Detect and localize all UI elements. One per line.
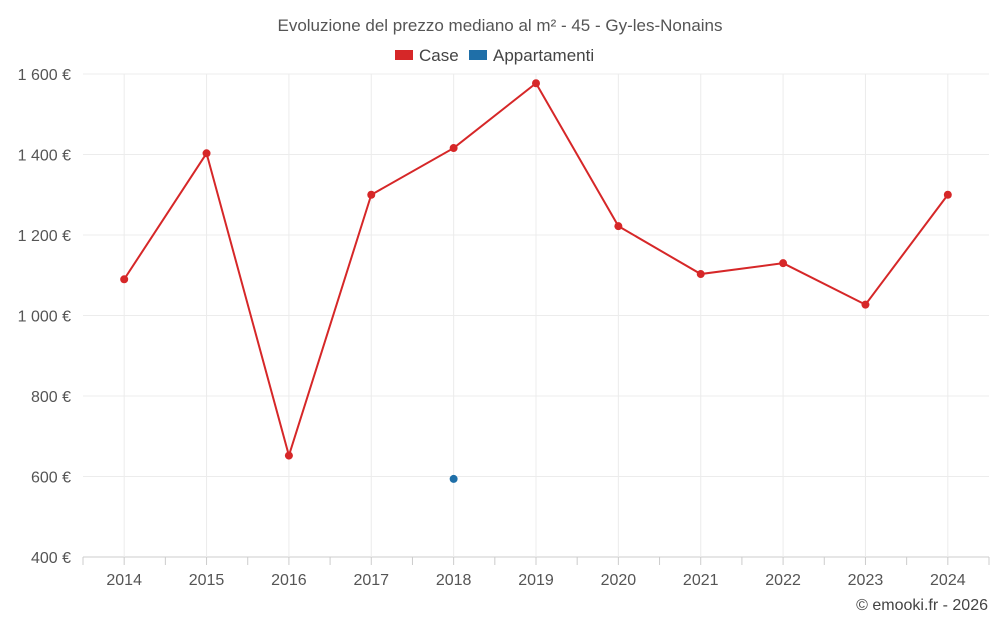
x-tick-label: 2014 <box>106 572 142 589</box>
data-point-case[interactable] <box>861 300 870 309</box>
data-point-case[interactable] <box>120 275 129 284</box>
legend-label-case: Case <box>419 46 459 65</box>
y-tick-label: 1 000 € <box>18 309 71 326</box>
data-point-case[interactable] <box>202 149 211 158</box>
x-tick-label: 2023 <box>848 572 884 589</box>
chart-title: Evoluzione del prezzo mediano al m² - 45… <box>277 16 722 35</box>
credit-text: © emooki.fr - 2026 <box>856 597 988 614</box>
legend-item-appartamenti[interactable]: Appartamenti <box>469 46 594 65</box>
data-point-appartamenti[interactable] <box>449 474 458 483</box>
x-tick-label: 2018 <box>436 572 472 589</box>
y-tick-label: 1 200 € <box>18 228 71 245</box>
x-tick-label: 2021 <box>683 572 719 589</box>
x-tick-label: 2016 <box>271 572 307 589</box>
y-tick-label: 600 € <box>31 470 71 487</box>
y-tick-label: 800 € <box>31 389 71 406</box>
x-tick-label: 2015 <box>189 572 225 589</box>
series <box>120 79 952 483</box>
x-tick-label: 2019 <box>518 572 554 589</box>
y-tick-label: 400 € <box>31 550 71 567</box>
data-point-case[interactable] <box>779 259 788 268</box>
legend-label-appartamenti: Appartamenti <box>493 46 594 65</box>
data-point-case[interactable] <box>614 222 623 231</box>
grid <box>83 73 989 558</box>
data-point-case[interactable] <box>367 190 376 199</box>
data-point-case[interactable] <box>532 79 540 88</box>
data-point-case[interactable] <box>696 270 705 279</box>
axes: 400 € 600 € 800 € 1 000 € 1 200 € 1 400 € 1 60… <box>18 67 990 589</box>
y-tick-label: 1 400 € <box>18 148 71 165</box>
legend-item-case[interactable]: Case <box>395 46 459 65</box>
data-point-case[interactable] <box>449 144 458 153</box>
x-tick-label: 2022 <box>765 572 801 589</box>
data-point-case[interactable] <box>943 190 952 199</box>
x-tick-label: 2024 <box>930 572 966 589</box>
legend: Case Appartamenti <box>395 46 594 65</box>
y-tick-label: 1 600 € <box>18 67 71 84</box>
legend-swatch-appartamenti <box>469 50 487 60</box>
legend-swatch-case <box>395 50 413 60</box>
data-point-case[interactable] <box>284 451 293 460</box>
x-tick-label: 2020 <box>601 572 637 589</box>
x-tick-label: 2017 <box>353 572 389 589</box>
